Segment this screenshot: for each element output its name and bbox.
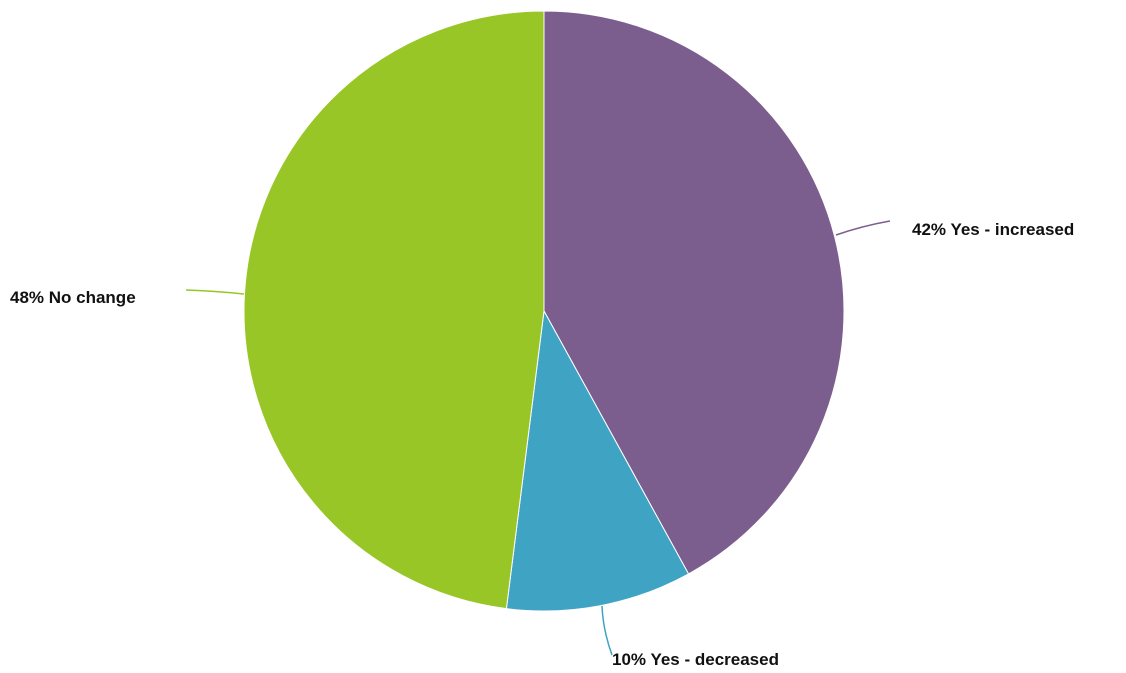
leader-line-no-change — [185, 289, 245, 295]
pie-slice-no-change — [243, 10, 545, 610]
pie-slice-yes-increased — [543, 10, 845, 575]
labels-layer: 42% Yes - increased 10% Yes - decreased … — [10, 220, 1074, 669]
slice-label-yes-increased: 42% Yes - increased — [912, 220, 1074, 239]
slice-label-yes-decreased: 10% Yes - decreased — [612, 650, 779, 669]
leader-line-yes-increased — [835, 220, 891, 236]
leader-line-yes-decreased — [601, 605, 613, 656]
slice-label-no-change: 48% No change — [10, 288, 136, 307]
pie-slice-yes-decreased — [505, 309, 690, 612]
leaders-layer — [185, 220, 891, 656]
slices-layer — [243, 10, 845, 612]
